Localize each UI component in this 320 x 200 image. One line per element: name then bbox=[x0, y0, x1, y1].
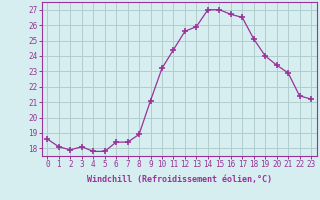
X-axis label: Windchill (Refroidissement éolien,°C): Windchill (Refroidissement éolien,°C) bbox=[87, 175, 272, 184]
